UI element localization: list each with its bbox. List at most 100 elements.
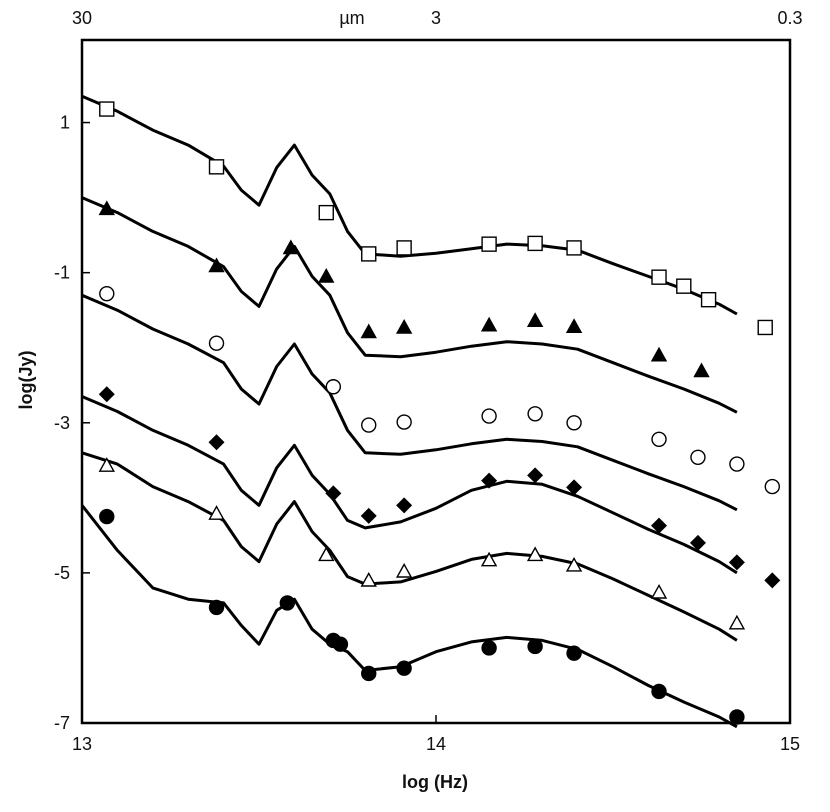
data-point-filled-diamond: [651, 517, 668, 534]
data-point-filled-circle: [527, 638, 543, 655]
data-point-open-triangle: [98, 457, 115, 472]
data-point-filled-circle: [651, 683, 667, 700]
data-point-open-circle: [690, 449, 706, 466]
data-point-filled-triangle: [395, 319, 413, 334]
data-point-open-square: [527, 235, 543, 252]
y-tick-label: -7: [54, 713, 70, 733]
data-point-open-circle: [729, 456, 745, 472]
y-tick-label: -5: [54, 563, 70, 583]
data-point-open-square: [700, 291, 717, 308]
data-point-open-square: [318, 204, 334, 221]
data-point-filled-triangle: [98, 200, 115, 216]
plot-frame: [80, 38, 792, 725]
data-point-filled-diamond: [481, 472, 498, 489]
data-point-filled-triangle: [650, 346, 668, 362]
x-tick-label: 13: [72, 734, 92, 754]
data-point-filled-circle: [208, 599, 225, 616]
data-point-filled-triangle: [565, 318, 583, 334]
data-point-open-circle: [527, 406, 543, 422]
data-point-filled-triangle: [480, 316, 498, 332]
series-2: [81, 285, 780, 512]
data-point-open-triangle: [360, 571, 377, 587]
top-axis-unit: µm: [339, 8, 364, 28]
data-point-open-square: [481, 236, 497, 252]
data-point-filled-triangle: [208, 257, 225, 273]
model-curve: [81, 293, 738, 512]
data-point-filled-diamond: [689, 534, 706, 551]
y-axis-ticks: 1 -1 -3 -5 -7: [54, 113, 90, 733]
data-point-open-circle: [396, 414, 412, 430]
data-point-open-circle: [208, 335, 225, 351]
data-point-filled-circle: [279, 595, 296, 611]
x-axis-title: log (Hz): [402, 772, 468, 792]
data-point-filled-diamond: [396, 497, 413, 514]
data-point-filled-diamond: [728, 554, 745, 571]
data-point-filled-circle: [332, 636, 349, 652]
data-point-open-triangle: [565, 556, 583, 572]
series-0: [81, 94, 773, 336]
data-point-open-circle: [361, 417, 377, 433]
data-point-open-triangle: [526, 546, 544, 562]
y-tick-label: 1: [60, 113, 70, 133]
data-point-filled-circle: [566, 645, 582, 661]
data-point-open-triangle: [395, 562, 413, 578]
y-tick-label: -1: [54, 263, 70, 283]
data-point-filled-circle: [361, 665, 377, 682]
x-tick-label: 15: [780, 734, 800, 754]
model-curve: [81, 196, 738, 414]
data-point-open-square: [566, 240, 582, 256]
data-point-filled-diamond: [360, 507, 377, 524]
series-3: [81, 386, 781, 589]
y-axis-title: log(Jy): [16, 350, 36, 409]
data-point-open-triangle: [728, 614, 746, 630]
data-point-open-square: [361, 246, 377, 262]
data-point-filled-diamond: [208, 434, 225, 451]
data-point-filled-circle: [396, 660, 412, 676]
series-1: [81, 196, 738, 414]
top-tick-label: 3: [431, 8, 441, 28]
series-layer: [80, 94, 781, 729]
data-point-open-triangle: [318, 546, 335, 562]
data-point-filled-triangle: [282, 239, 300, 255]
data-point-filled-diamond: [325, 485, 342, 502]
data-point-open-circle: [651, 431, 667, 447]
data-point-filled-triangle: [693, 362, 710, 378]
data-point-open-triangle: [480, 551, 498, 567]
data-point-open-circle: [566, 415, 582, 431]
data-point-open-square: [676, 278, 692, 294]
top-tick-label: 30: [72, 8, 92, 28]
data-point-filled-circle: [99, 508, 115, 525]
data-point-filled-triangle: [318, 267, 335, 283]
data-point-filled-diamond: [566, 479, 583, 496]
data-point-open-circle: [99, 285, 115, 302]
data-point-open-circle: [764, 478, 780, 495]
data-point-filled-diamond: [527, 467, 544, 484]
data-point-open-circle: [325, 379, 342, 395]
data-point-filled-triangle: [526, 312, 544, 328]
data-point-open-circle: [481, 408, 497, 424]
y-tick-label: -3: [54, 413, 70, 433]
data-point-open-square: [396, 240, 412, 256]
model-curve: [81, 94, 738, 316]
model-curve: [81, 395, 738, 575]
top-axis-ticks: 30 3 0.3: [72, 8, 803, 28]
top-tick-label: 0.3: [777, 8, 802, 28]
data-point-filled-circle: [481, 640, 497, 656]
data-point-filled-circle: [729, 709, 745, 725]
series-5: [80, 504, 745, 729]
model-curve: [80, 504, 738, 729]
data-point-open-square: [651, 269, 667, 285]
x-tick-label: 14: [426, 734, 446, 754]
data-point-open-square: [757, 319, 773, 336]
data-point-open-triangle: [208, 505, 225, 520]
data-point-open-triangle: [650, 583, 668, 599]
series-4: [81, 451, 746, 642]
model-curve: [81, 451, 738, 642]
data-point-filled-triangle: [360, 323, 377, 339]
x-axis-ticks: 13 14 15: [72, 715, 800, 754]
data-point-filled-diamond: [98, 386, 115, 403]
data-point-open-square: [208, 159, 225, 175]
data-point-open-square: [99, 101, 115, 117]
data-point-filled-diamond: [764, 572, 781, 589]
